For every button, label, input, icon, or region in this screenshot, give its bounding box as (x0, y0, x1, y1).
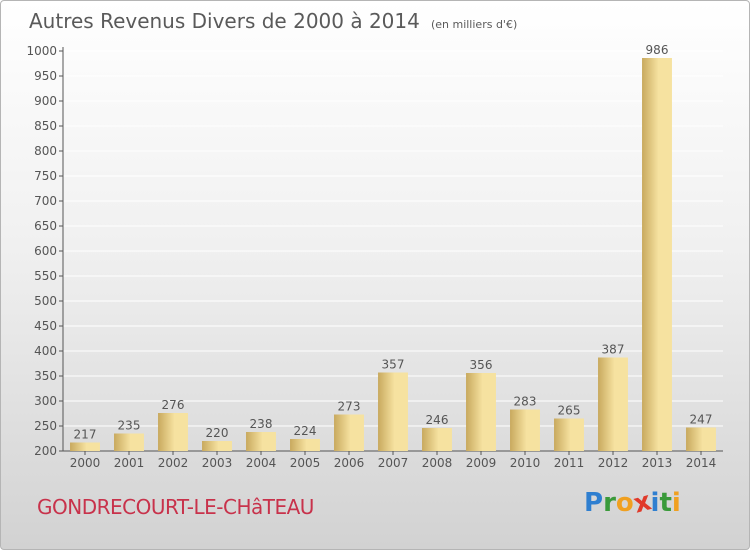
x-tick-label: 2006 (334, 456, 365, 470)
x-tick-label: 2004 (246, 456, 277, 470)
x-tick-label: 2007 (378, 456, 409, 470)
bar-value-label: 357 (382, 358, 405, 372)
bar (598, 358, 628, 452)
y-tick-label: 500 (34, 294, 57, 308)
bar (642, 58, 672, 451)
bar (114, 434, 144, 452)
bar-value-label: 247 (690, 413, 713, 427)
proxiti-logo[interactable]: Proxiti (584, 488, 681, 518)
y-tick-label: 850 (34, 119, 57, 133)
y-tick-label: 650 (34, 219, 57, 233)
commune-name: GONDRECOURT-LE-CHâTEAU (37, 495, 314, 519)
logo-letter: i (672, 488, 681, 518)
x-tick-label: 2009 (466, 456, 497, 470)
bar (202, 441, 232, 451)
x-tick-label: 2008 (422, 456, 453, 470)
y-tick-label: 700 (34, 194, 57, 208)
bar (466, 373, 496, 451)
bar (686, 428, 716, 452)
x-tick-label: 2014 (686, 456, 717, 470)
bar-value-label: 220 (206, 426, 229, 440)
y-tick-label: 600 (34, 244, 57, 258)
bar-value-label: 235 (118, 419, 141, 433)
bar (290, 439, 320, 451)
bar-value-label: 265 (558, 404, 581, 418)
bar (334, 415, 364, 452)
bar (158, 413, 188, 451)
y-tick-label: 250 (34, 419, 57, 433)
bar-value-label: 238 (250, 417, 273, 431)
y-tick-label: 350 (34, 369, 57, 383)
bar-value-label: 986 (646, 43, 669, 57)
bar-value-label: 273 (338, 400, 361, 414)
logo-letter: P (584, 488, 603, 518)
bar-value-label: 224 (294, 424, 317, 438)
y-tick-label: 400 (34, 344, 57, 358)
x-tick-label: 2010 (510, 456, 541, 470)
y-tick-label: 750 (34, 169, 57, 183)
x-tick-label: 2012 (598, 456, 629, 470)
y-tick-label: 950 (34, 69, 57, 83)
x-tick-label: 2000 (70, 456, 101, 470)
bar (510, 410, 540, 452)
y-tick-label: 800 (34, 144, 57, 158)
bar-value-label: 276 (162, 398, 185, 412)
x-tick-label: 2005 (290, 456, 321, 470)
y-tick-label: 300 (34, 394, 57, 408)
x-tick-label: 2002 (158, 456, 189, 470)
bar-value-label: 283 (514, 395, 537, 409)
bar-value-label: 217 (74, 428, 97, 442)
y-tick-label: 1000 (26, 44, 57, 58)
bar (554, 419, 584, 452)
x-tick-label: 2003 (202, 456, 233, 470)
bar (378, 373, 408, 452)
x-tick-label: 2001 (114, 456, 145, 470)
bar (422, 428, 452, 451)
bar-value-label: 356 (470, 358, 493, 372)
y-tick-label: 200 (34, 444, 57, 458)
logo-letter: t (659, 488, 671, 518)
bar-value-label: 246 (426, 413, 449, 427)
x-tick-label: 2011 (554, 456, 585, 470)
y-tick-label: 550 (34, 269, 57, 283)
bar (246, 432, 276, 451)
y-tick-label: 900 (34, 94, 57, 108)
bar-value-label: 387 (602, 343, 625, 357)
x-tick-label: 2013 (642, 456, 673, 470)
y-tick-label: 450 (34, 319, 57, 333)
bar (70, 443, 100, 452)
logo-letter: r (603, 488, 616, 518)
